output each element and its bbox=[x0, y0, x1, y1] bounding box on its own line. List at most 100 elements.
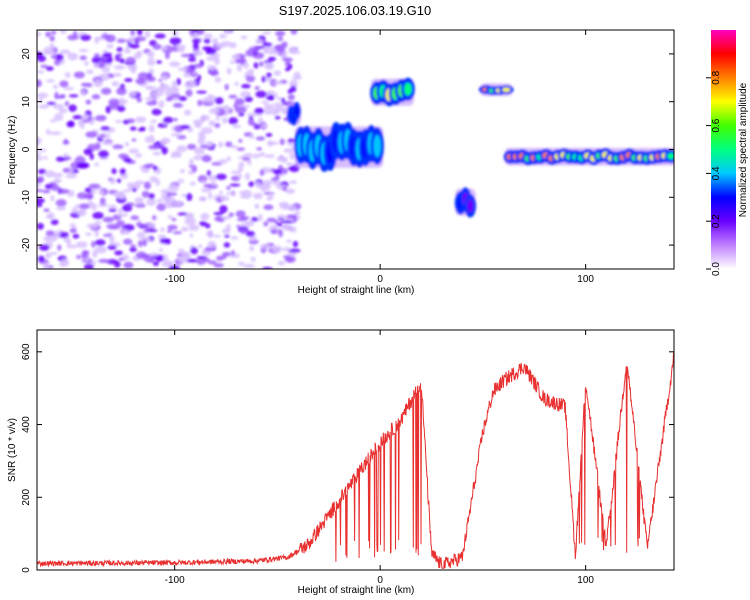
noise-blob bbox=[122, 49, 132, 54]
noise-blob bbox=[75, 241, 88, 248]
colorbar: 0.0 0.2 0.4 0.6 0.8 Normalized spectral ampl… bbox=[706, 30, 749, 276]
snr-panel: -100 0 100 0 200 400 600 Height of straight li… bbox=[7, 329, 675, 596]
noise-blob bbox=[176, 145, 188, 153]
noise-blob bbox=[44, 254, 52, 259]
noise-blob bbox=[47, 235, 57, 242]
noise-blob bbox=[94, 162, 100, 167]
noise-blob bbox=[266, 217, 277, 223]
noise-blob bbox=[285, 188, 296, 194]
snr-series-line bbox=[37, 352, 674, 569]
noise-blob bbox=[213, 263, 224, 268]
noise-blob bbox=[59, 188, 70, 194]
noise-blob bbox=[116, 38, 126, 44]
feature-core bbox=[373, 134, 381, 158]
noise-blob bbox=[69, 223, 76, 227]
noise-blob bbox=[239, 195, 252, 199]
noise-blob bbox=[260, 185, 268, 192]
noise-blob bbox=[79, 123, 85, 130]
noise-blob bbox=[234, 98, 245, 106]
noise-blob bbox=[134, 36, 147, 42]
noise-blob bbox=[188, 80, 196, 86]
noise-blob bbox=[279, 138, 285, 146]
noise-blob bbox=[289, 180, 298, 185]
noise-blob bbox=[160, 189, 169, 195]
noise-blob bbox=[266, 104, 274, 111]
noise-blob bbox=[68, 94, 79, 98]
colorbar-tick-label: 0.2 bbox=[711, 214, 722, 228]
noise-blob bbox=[104, 63, 113, 67]
noise-blob bbox=[121, 229, 129, 234]
x-tick-label: 100 bbox=[577, 575, 594, 586]
noise-blob bbox=[109, 102, 120, 110]
noise-blob bbox=[278, 229, 284, 238]
noise-blob bbox=[238, 138, 243, 143]
noise-blob bbox=[286, 214, 297, 219]
noise-blob bbox=[177, 67, 189, 72]
noise-blob bbox=[37, 137, 41, 146]
noise-blob bbox=[228, 212, 235, 217]
noise-blob bbox=[245, 75, 256, 83]
noise-blob bbox=[168, 61, 181, 67]
noise-blob bbox=[146, 228, 158, 233]
noise-blob bbox=[232, 124, 241, 129]
noise-blob bbox=[162, 74, 168, 81]
noise-blob bbox=[98, 61, 106, 69]
x-tick-label: -100 bbox=[165, 274, 185, 285]
noise-blob bbox=[92, 249, 98, 258]
snr-plot-area bbox=[37, 330, 674, 570]
noise-blob bbox=[101, 66, 111, 73]
noise-blob bbox=[76, 192, 89, 200]
noise-blob bbox=[192, 30, 199, 33]
noise-blob bbox=[128, 148, 140, 154]
noise-blob bbox=[152, 165, 158, 171]
noise-blob bbox=[192, 155, 204, 161]
noise-blob bbox=[125, 45, 130, 52]
noise-blob bbox=[289, 165, 300, 173]
noise-blob bbox=[58, 107, 68, 114]
noise-blob bbox=[249, 47, 255, 52]
noise-blob bbox=[192, 42, 199, 50]
noise-blob bbox=[264, 154, 275, 158]
noise-blob bbox=[179, 168, 185, 174]
noise-blob bbox=[76, 162, 88, 169]
noise-blob bbox=[198, 30, 205, 35]
noise-blob bbox=[169, 37, 182, 46]
noise-blob bbox=[119, 58, 125, 64]
noise-blob bbox=[252, 153, 260, 159]
noise-blob bbox=[258, 61, 264, 67]
noise-blob bbox=[189, 233, 194, 238]
feature-core bbox=[467, 199, 474, 213]
feature-core bbox=[502, 87, 511, 92]
noise-blob bbox=[114, 119, 123, 124]
noise-blob bbox=[76, 254, 81, 260]
noise-blob bbox=[263, 204, 274, 211]
noise-blob bbox=[37, 152, 42, 157]
noise-blob bbox=[251, 217, 259, 222]
noise-blob bbox=[98, 190, 105, 195]
noise-blob bbox=[165, 96, 173, 102]
noise-blob bbox=[200, 127, 213, 134]
noise-blob bbox=[91, 57, 101, 64]
noise-blob bbox=[237, 173, 243, 179]
noise-blob bbox=[69, 228, 77, 234]
noise-blob bbox=[230, 145, 238, 149]
noise-blob bbox=[229, 183, 241, 187]
noise-blob bbox=[273, 70, 282, 76]
noise-blob bbox=[289, 152, 296, 160]
noise-blob bbox=[125, 56, 136, 65]
noise-blob bbox=[171, 217, 177, 222]
noise-blob bbox=[113, 72, 122, 77]
noise-blob bbox=[112, 144, 124, 150]
noise-blob bbox=[192, 37, 201, 44]
noise-blob bbox=[180, 226, 189, 232]
noise-blob bbox=[60, 258, 70, 267]
noise-blob bbox=[64, 72, 71, 79]
noise-blob bbox=[186, 143, 197, 150]
noise-blob bbox=[45, 31, 52, 38]
noise-blob bbox=[80, 34, 92, 41]
y-tick-label: 600 bbox=[21, 343, 32, 360]
noise-blob bbox=[132, 187, 137, 192]
noise-blob bbox=[152, 43, 162, 50]
noise-blob bbox=[228, 42, 237, 49]
